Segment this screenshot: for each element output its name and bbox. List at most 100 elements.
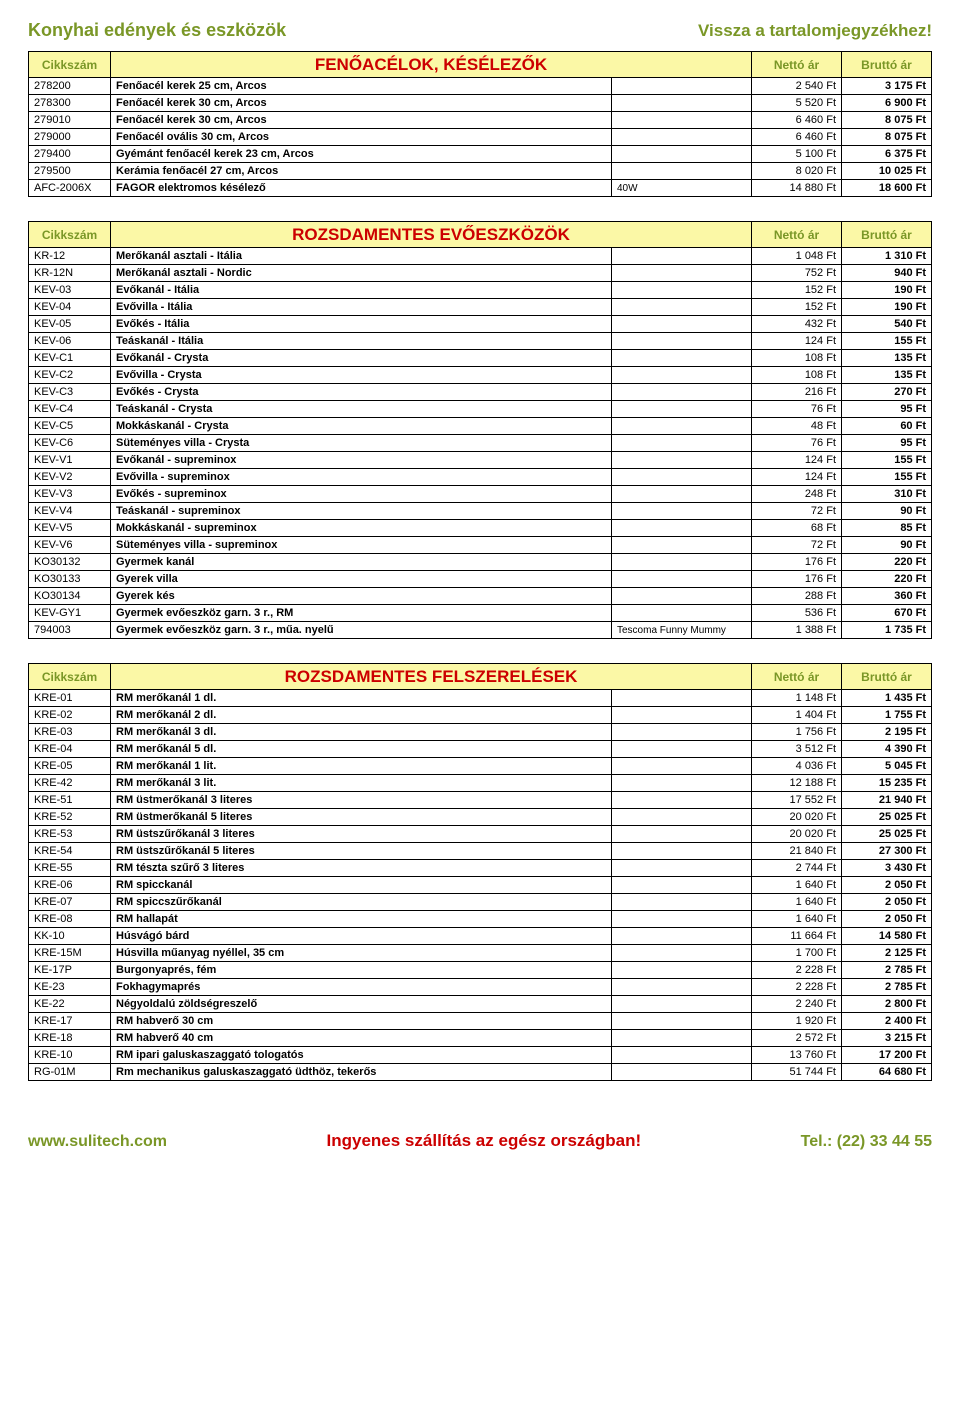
cell-extra	[612, 758, 752, 775]
cell-net: 72 Ft	[752, 503, 842, 520]
cell-extra	[611, 78, 751, 95]
cell-code: KRE-08	[29, 911, 111, 928]
cell-desc: RM üstszűrőkanál 3 literes	[111, 826, 612, 843]
cell-net: 124 Ft	[752, 452, 842, 469]
cell-gross: 14 580 Ft	[842, 928, 932, 945]
cell-extra	[612, 1013, 752, 1030]
cell-net: 152 Ft	[752, 282, 842, 299]
cell-extra	[612, 571, 752, 588]
cell-extra	[612, 1064, 752, 1081]
table-row: KRE-17RM habverő 30 cm1 920 Ft2 400 Ft	[29, 1013, 932, 1030]
cell-desc: Gyerek kés	[111, 588, 612, 605]
cell-gross: 670 Ft	[842, 605, 932, 622]
cell-gross: 540 Ft	[842, 316, 932, 333]
cell-code: KE-17P	[29, 962, 111, 979]
cell-code: 279400	[29, 146, 111, 163]
table-row: 279400Gyémánt fenőacél kerek 23 cm, Arco…	[29, 146, 932, 163]
cell-net: 1 148 Ft	[752, 690, 842, 707]
cell-net: 21 840 Ft	[752, 843, 842, 860]
table-row: KEV-C3Evőkés - Crysta216 Ft270 Ft	[29, 384, 932, 401]
cell-gross: 1 435 Ft	[842, 690, 932, 707]
cell-extra	[612, 537, 752, 554]
cell-extra	[612, 316, 752, 333]
cell-code: KEV-06	[29, 333, 111, 350]
cell-gross: 60 Ft	[842, 418, 932, 435]
cell-gross: 64 680 Ft	[842, 1064, 932, 1081]
table-row: KRE-05RM merőkanál 1 lit.4 036 Ft5 045 F…	[29, 758, 932, 775]
cell-desc: Fokhagymaprés	[111, 979, 612, 996]
cell-extra	[612, 945, 752, 962]
table-row: KEV-C1Evőkanál - Crysta108 Ft135 Ft	[29, 350, 932, 367]
cell-desc: RM spiccszűrőkanál	[111, 894, 612, 911]
cell-extra	[612, 401, 752, 418]
table-row: KRE-52RM üstmerőkanál 5 literes20 020 Ft…	[29, 809, 932, 826]
page-title: Konyhai edények és eszközök	[28, 20, 286, 41]
cell-extra	[612, 554, 752, 571]
cell-code: KRE-03	[29, 724, 111, 741]
cell-net: 14 880 Ft	[752, 180, 842, 197]
cell-code: KRE-15M	[29, 945, 111, 962]
footer-website[interactable]: www.sulitech.com	[28, 1133, 167, 1151]
col-net-header: Nettó ár	[752, 664, 842, 690]
cell-desc: Gyermek evőeszköz garn. 3 r., RM	[111, 605, 612, 622]
col-code-header: Cikkszám	[29, 52, 111, 78]
cell-gross: 2 195 Ft	[842, 724, 932, 741]
cell-extra	[612, 282, 752, 299]
col-net-header: Nettó ár	[752, 222, 842, 248]
section-title: ROZSDAMENTES EVŐESZKÖZÖK	[111, 222, 752, 248]
cell-extra	[612, 435, 752, 452]
cell-net: 108 Ft	[752, 367, 842, 384]
cell-desc: Gyermek kanál	[111, 554, 612, 571]
cell-gross: 360 Ft	[842, 588, 932, 605]
cell-extra	[612, 843, 752, 860]
cell-code: RG-01M	[29, 1064, 111, 1081]
cell-gross: 1 755 Ft	[842, 707, 932, 724]
cell-desc: RM spicckanál	[111, 877, 612, 894]
cell-code: KEV-C4	[29, 401, 111, 418]
cell-net: 1 404 Ft	[752, 707, 842, 724]
cell-net: 20 020 Ft	[752, 809, 842, 826]
cell-extra	[612, 979, 752, 996]
cell-gross: 8 075 Ft	[842, 112, 932, 129]
cell-net: 1 388 Ft	[752, 622, 842, 639]
table-row: KEV-C6Süteményes villa - Crysta76 Ft95 F…	[29, 435, 932, 452]
table-row: KEV-GY1Gyermek evőeszköz garn. 3 r., RM5…	[29, 605, 932, 622]
table-row: KEV-V2Evővilla - supreminox124 Ft155 Ft	[29, 469, 932, 486]
col-net-header: Nettó ár	[752, 52, 842, 78]
page-footer: www.sulitech.com Ingyenes szállítás az e…	[28, 1131, 932, 1151]
table-row: KR-12Merőkanál asztali - Itália1 048 Ft1…	[29, 248, 932, 265]
cell-net: 152 Ft	[752, 299, 842, 316]
table-row: KEV-V3Evőkés - supreminox248 Ft310 Ft	[29, 486, 932, 503]
cell-desc: RM merőkanál 5 dl.	[111, 741, 612, 758]
table-row: RG-01MRm mechanikus galuskaszaggató üdth…	[29, 1064, 932, 1081]
cell-gross: 135 Ft	[842, 367, 932, 384]
cell-gross: 2 800 Ft	[842, 996, 932, 1013]
cell-net: 124 Ft	[752, 469, 842, 486]
cell-net: 1 048 Ft	[752, 248, 842, 265]
table-row: KE-17PBurgonyaprés, fém2 228 Ft2 785 Ft	[29, 962, 932, 979]
cell-code: KRE-06	[29, 877, 111, 894]
cell-code: KEV-04	[29, 299, 111, 316]
cell-gross: 2 125 Ft	[842, 945, 932, 962]
cell-gross: 190 Ft	[842, 299, 932, 316]
cell-extra	[612, 1030, 752, 1047]
table-row: KEV-V5Mokkáskanál - supreminox68 Ft85 Ft	[29, 520, 932, 537]
cell-extra	[612, 350, 752, 367]
cell-extra	[612, 265, 752, 282]
table-row: KEV-C4Teáskanál - Crysta76 Ft95 Ft	[29, 401, 932, 418]
cell-code: KEV-C6	[29, 435, 111, 452]
table-row: AFC-2006XFAGOR elektromos késélező40W14 …	[29, 180, 932, 197]
cell-gross: 155 Ft	[842, 452, 932, 469]
cell-code: KRE-04	[29, 741, 111, 758]
cell-gross: 6 375 Ft	[842, 146, 932, 163]
cell-desc: Kerámia fenőacél 27 cm, Arcos	[111, 163, 612, 180]
back-link[interactable]: Vissza a tartalomjegyzékhez!	[698, 21, 932, 41]
cell-net: 5 520 Ft	[752, 95, 842, 112]
cell-desc: RM merőkanál 3 dl.	[111, 724, 612, 741]
cell-desc: Gyémánt fenőacél kerek 23 cm, Arcos	[111, 146, 612, 163]
cell-extra	[612, 690, 752, 707]
cell-net: 4 036 Ft	[752, 758, 842, 775]
cell-desc: Evőkanál - supreminox	[111, 452, 612, 469]
cell-gross: 2 785 Ft	[842, 979, 932, 996]
cell-net: 51 744 Ft	[752, 1064, 842, 1081]
